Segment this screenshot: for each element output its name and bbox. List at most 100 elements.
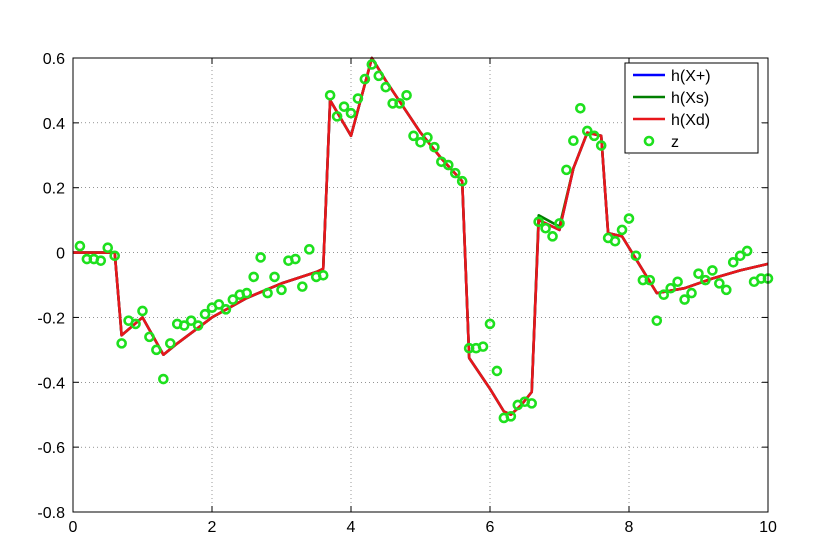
data-point bbox=[373, 70, 385, 82]
data-point bbox=[297, 281, 308, 292]
data-point bbox=[220, 304, 232, 315]
data-point bbox=[554, 218, 565, 229]
data-point bbox=[734, 250, 746, 262]
data-point bbox=[338, 101, 350, 112]
data-point bbox=[262, 287, 273, 299]
y-tick-label: -0.4 bbox=[37, 375, 65, 392]
data-point bbox=[255, 252, 266, 263]
data-point bbox=[401, 89, 412, 101]
data-point bbox=[595, 140, 607, 151]
data-point bbox=[137, 305, 148, 317]
data-point bbox=[415, 137, 426, 148]
y-tick-label: 0.6 bbox=[43, 51, 65, 68]
data-point bbox=[422, 132, 433, 143]
data-point bbox=[199, 308, 211, 320]
y-tick-label: 0 bbox=[56, 246, 65, 263]
axes-frame bbox=[72, 57, 769, 513]
data-point bbox=[505, 411, 517, 422]
data-point bbox=[359, 73, 371, 85]
data-point bbox=[331, 111, 343, 122]
data-point bbox=[290, 253, 301, 265]
data-point bbox=[102, 242, 114, 254]
data-point bbox=[714, 278, 725, 289]
data-point bbox=[651, 315, 663, 326]
x-tick-label: 8 bbox=[625, 519, 634, 536]
data-point bbox=[408, 130, 419, 142]
data-point bbox=[616, 224, 628, 236]
data-point bbox=[658, 289, 670, 301]
legend-label: h(X+) bbox=[671, 68, 711, 85]
data-point bbox=[345, 107, 357, 119]
data-point bbox=[449, 167, 461, 179]
data-point bbox=[380, 81, 392, 93]
data-point bbox=[74, 240, 86, 252]
x-tick-label: 0 bbox=[69, 519, 78, 536]
data-point bbox=[116, 338, 127, 349]
data-point bbox=[276, 284, 287, 296]
y-tick-label: -0.8 bbox=[37, 505, 65, 522]
x-tick-label: 10 bbox=[759, 519, 777, 536]
data-point bbox=[429, 141, 440, 153]
data-point bbox=[581, 125, 593, 137]
data-point bbox=[693, 268, 704, 279]
data-point bbox=[151, 344, 162, 356]
data-point bbox=[540, 222, 551, 234]
x-tick-label: 2 bbox=[208, 519, 217, 536]
data-point bbox=[491, 365, 503, 377]
data-point bbox=[727, 256, 739, 268]
data-point bbox=[144, 331, 155, 343]
data-point bbox=[686, 287, 697, 299]
data-point bbox=[609, 235, 621, 247]
data-point bbox=[707, 265, 718, 276]
y-tick-label: 0.2 bbox=[43, 181, 65, 198]
data-point bbox=[665, 282, 677, 294]
data-point bbox=[241, 287, 253, 299]
data-point bbox=[317, 269, 329, 281]
data-point bbox=[109, 250, 120, 262]
data-point bbox=[130, 318, 141, 330]
legend-label: z bbox=[671, 134, 679, 151]
data-point bbox=[568, 135, 579, 146]
data-point bbox=[533, 216, 544, 228]
data-point bbox=[95, 255, 107, 266]
data-point bbox=[526, 398, 538, 409]
data-point bbox=[269, 271, 280, 283]
data-point bbox=[456, 175, 468, 187]
data-point bbox=[644, 274, 656, 286]
data-point bbox=[185, 315, 197, 326]
data-point bbox=[442, 159, 454, 171]
legend-label: h(Xs) bbox=[671, 90, 709, 107]
data-point bbox=[720, 284, 732, 296]
data-point bbox=[630, 250, 642, 262]
data-point bbox=[547, 231, 558, 242]
data-point bbox=[158, 373, 169, 385]
data-point bbox=[477, 341, 489, 352]
data-point bbox=[178, 320, 190, 331]
data-point bbox=[366, 59, 378, 70]
data-point bbox=[561, 164, 572, 176]
data-point bbox=[623, 213, 635, 224]
legend-label: h(Xd) bbox=[671, 112, 710, 129]
data-point bbox=[672, 276, 683, 288]
data-point bbox=[352, 93, 364, 104]
data-point bbox=[679, 294, 690, 305]
x-tick-label: 6 bbox=[486, 519, 495, 536]
data-point bbox=[575, 102, 586, 114]
y-tick-label: -0.6 bbox=[37, 440, 65, 457]
data-point bbox=[303, 244, 315, 255]
legend-marker bbox=[643, 135, 655, 147]
data-point bbox=[213, 299, 225, 310]
data-point bbox=[165, 338, 176, 349]
data-point bbox=[588, 130, 600, 142]
data-point bbox=[192, 320, 204, 331]
data-point bbox=[741, 245, 753, 257]
data-point bbox=[324, 89, 336, 101]
x-tick-label: 4 bbox=[347, 519, 356, 536]
data-point bbox=[484, 318, 496, 330]
y-tick-label: 0.4 bbox=[43, 116, 65, 133]
y-tick-label: -0.2 bbox=[37, 310, 65, 327]
data-point bbox=[248, 271, 259, 283]
data-point bbox=[700, 274, 711, 286]
data-point bbox=[394, 98, 405, 109]
